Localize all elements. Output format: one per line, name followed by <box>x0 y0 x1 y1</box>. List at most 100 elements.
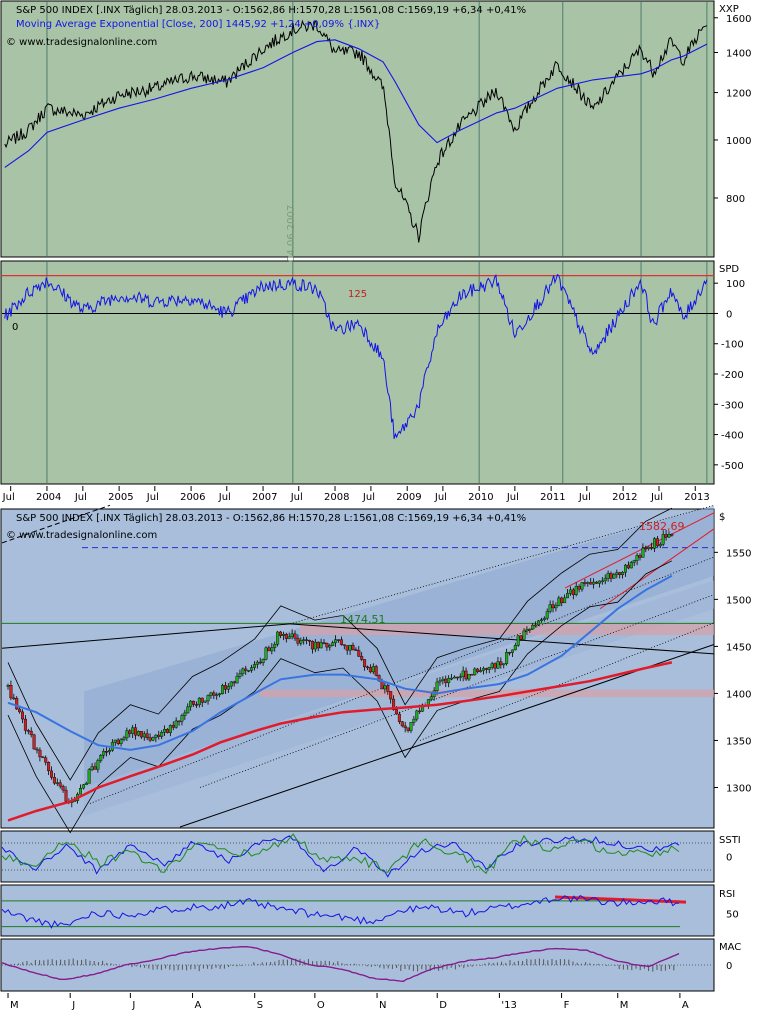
price-candle-body <box>180 715 184 722</box>
price-candle-body <box>116 739 120 744</box>
price-candle-body <box>44 757 48 763</box>
fan-dotted-line <box>89 556 715 804</box>
month-x-tick-label: O <box>317 1000 325 1011</box>
price-candle-body <box>383 685 387 690</box>
price-candle-body <box>319 642 323 649</box>
price-candle-body <box>58 782 62 787</box>
price-candle-body <box>615 572 619 575</box>
price-candle-body <box>12 697 16 700</box>
price-candle-body <box>119 739 123 744</box>
price-candle-body <box>667 534 671 538</box>
ssti-pane <box>0 830 715 883</box>
price-candle-body <box>6 685 10 687</box>
price-candle-body <box>322 642 326 644</box>
ssti-axis-label: SSTI <box>719 835 741 846</box>
price-candle-body <box>612 574 616 579</box>
price-candle-body <box>629 562 633 569</box>
spd-y-tick-label: -300 <box>721 400 744 411</box>
price-candle-body <box>29 730 33 736</box>
price-candle-body <box>394 709 398 715</box>
price-candle-body <box>635 555 639 561</box>
price-candle-body <box>360 656 364 660</box>
price-candle-body <box>305 639 309 641</box>
price-candle-body <box>134 727 138 736</box>
price-candle-body <box>354 649 358 651</box>
price-candle-body <box>212 692 216 696</box>
bollinger-lower <box>7 560 673 834</box>
price-candle-body <box>174 720 178 728</box>
price-candle-body <box>284 634 288 639</box>
price-candle-body <box>84 783 88 786</box>
price-candle-body <box>313 641 317 650</box>
price-candle-body <box>345 645 349 651</box>
price-candle-body <box>374 666 378 676</box>
price-candle-body <box>371 666 375 673</box>
price-candle-body <box>493 663 497 669</box>
price-candle-body <box>35 748 39 751</box>
price-candle-body <box>574 586 578 595</box>
price-candle-body <box>302 639 306 641</box>
mac-y-tick-label: 0 <box>726 961 732 972</box>
price-candle-body <box>450 677 454 680</box>
xxp-legend-title: S&P 500 INDEX [.INX Täglich] 28.03.2013 … <box>16 5 526 16</box>
price-candle-body <box>186 706 190 714</box>
time-x-tick-label: Jul <box>146 492 159 503</box>
price-candle-body <box>600 580 604 583</box>
price-candle-body <box>145 733 149 739</box>
price-candle-body <box>476 668 480 673</box>
month-x-tick-label: M <box>10 1000 19 1011</box>
price-candle-body <box>125 730 129 739</box>
spd-y-tick-label: -400 <box>721 431 744 442</box>
xxp-watermark: 04.06.2007 <box>286 205 297 262</box>
time-x-tick-label: Jul <box>218 492 231 503</box>
price-candle-body <box>632 560 636 563</box>
price-candle-body <box>513 645 517 651</box>
price-candle-body <box>244 668 248 671</box>
price-candle-body <box>107 750 111 753</box>
price-candle-body <box>412 718 416 723</box>
price-candle-body <box>644 547 648 550</box>
price-candle-body <box>250 667 254 671</box>
price-candle-body <box>479 670 483 673</box>
xxp-legend-ema: Moving Average Exponential [Close, 200] … <box>16 19 380 30</box>
price-candle-body <box>568 589 572 594</box>
price-candle-body <box>577 586 581 590</box>
xxp-y-tick-label: 1600 <box>726 14 751 25</box>
red-channel-upper <box>564 512 715 589</box>
price-candle-body <box>122 737 126 741</box>
price-candle-body <box>623 564 627 573</box>
time-x-tick-label: Jul <box>578 492 591 503</box>
price-candle-body <box>539 619 543 622</box>
price-candle-body <box>102 751 106 756</box>
time-x-tick-label: 2010 <box>468 492 493 503</box>
price-candle-body <box>583 582 587 584</box>
time-x-tick-label: 2008 <box>324 492 349 503</box>
price-candle-body <box>226 685 230 690</box>
price-ma-red <box>7 661 673 822</box>
price-candle-body <box>586 582 590 584</box>
price-candle-body <box>609 573 613 579</box>
price-candle-body <box>200 697 204 703</box>
price-candle-body <box>160 732 164 737</box>
price-y-tick-label: 1300 <box>726 783 751 794</box>
price-candle-body <box>23 718 27 731</box>
price-candle-body <box>61 785 65 791</box>
month-x-tick-label: M <box>620 1000 629 1011</box>
price-candle-body <box>510 649 514 653</box>
price-candle-body <box>508 652 512 654</box>
price-candle-body <box>99 755 103 761</box>
price-candle-body <box>279 631 283 636</box>
price-candle-body <box>276 631 280 645</box>
price-axis-label: $ <box>719 512 725 523</box>
month-x-tick-label: A <box>195 1000 202 1011</box>
time-x-tick-label: 2005 <box>108 492 133 503</box>
time-x-tick-label: 2007 <box>252 492 277 503</box>
price-candle-body <box>41 756 45 759</box>
price-candle-body <box>206 695 210 702</box>
price-copyright: © www.tradesignalonline.com <box>6 530 157 541</box>
price-candle-body <box>267 647 271 652</box>
rsi-divergence-line <box>554 895 687 904</box>
price-candle-body <box>38 749 42 758</box>
mac-line-purple <box>1 946 680 982</box>
price-candle-body <box>397 713 401 722</box>
